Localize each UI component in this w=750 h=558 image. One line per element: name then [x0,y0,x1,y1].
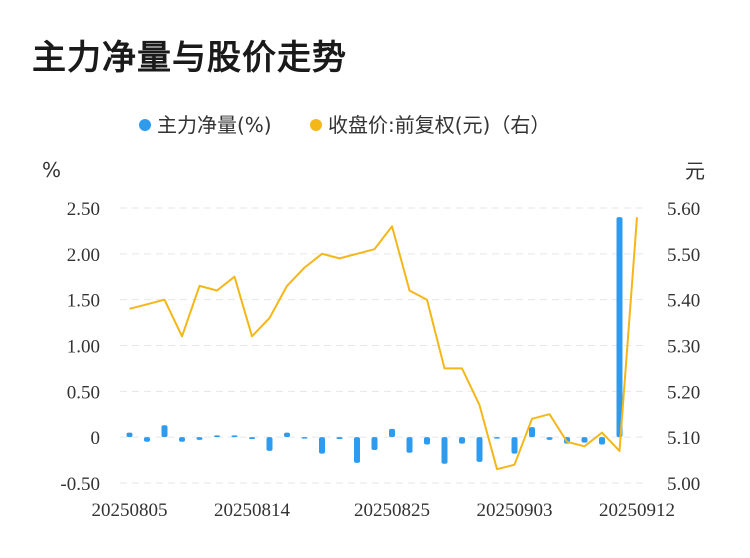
net-volume-bar [231,435,238,438]
net-volume-bar [599,437,605,445]
net-volume-bar [196,437,203,440]
right-tick-label: 5.30 [667,337,700,358]
net-volume-bar [354,437,360,463]
net-volume-bar [424,437,430,445]
right-tick-label: 5.00 [667,474,700,495]
close-price-line-group [129,217,638,471]
legend-label-net-volume: 主力净量(%) [157,113,272,137]
net-volume-bar [284,432,290,438]
left-axis-unit: % [42,158,61,182]
right-axis-unit: 元 [685,159,705,183]
left-axis-ticks: 2.50 2.00 1.50 1.00 0.50 0 -0.50 [60,199,100,495]
grid-lines [120,207,643,484]
chart-title: 主力净量与股价走势 [32,38,347,78]
x-tick-label: 20250805 [92,500,168,521]
net-volume-bar [266,437,273,451]
net-volume-bar [546,437,553,440]
net-volume-bar [336,437,343,439]
net-volume-bar [581,437,588,443]
net-volume-bar [319,437,325,454]
net-volume-bar [476,437,483,462]
net-volume-bar [511,437,518,454]
legend-label-close-price: 收盘价:前复权(元)（右） [328,113,550,137]
left-tick-label: 1.00 [67,337,100,358]
x-tick-label: 20250814 [214,500,291,521]
net-volume-bars [126,217,623,464]
net-volume-bar [441,437,448,464]
net-volume-bar [214,435,220,438]
net-volume-bar [371,437,378,450]
x-axis-ticks: 20250805 20250814 20250825 20250903 20250912 [92,500,676,521]
net-volume-bar [126,432,133,438]
x-tick-label: 20250825 [354,500,430,521]
x-tick-label: 20250903 [477,500,553,521]
net-volume-bar [301,437,308,439]
net-volume-bar [389,428,395,438]
net-volume-bar [144,437,150,442]
legend-marker-close-price [310,119,322,131]
legend: 主力净量(%) 收盘价:前复权(元)（右） [139,113,550,137]
left-tick-label: 0 [91,428,101,449]
net-volume-bar [161,425,168,438]
left-tick-label: 2.50 [67,199,100,220]
net-volume-bar [494,437,500,439]
net-volume-bar [249,437,255,439]
right-tick-label: 5.60 [667,199,700,220]
net-volume-bar [179,437,185,442]
right-tick-label: 5.40 [667,291,700,312]
net-volume-bar [529,427,535,438]
net-volume-bar [406,437,413,453]
close-price-line [129,217,638,471]
right-axis-ticks: 5.60 5.50 5.40 5.30 5.20 5.10 5.00 [667,199,700,495]
right-tick-label: 5.10 [667,428,700,449]
left-tick-label: 2.00 [67,245,100,266]
x-tick-label: 20250912 [599,500,675,521]
right-tick-label: 5.20 [667,382,700,403]
left-tick-label: -0.50 [60,474,100,495]
legend-marker-net-volume [139,119,151,131]
left-tick-label: 0.50 [67,382,100,403]
right-tick-label: 5.50 [667,245,700,266]
left-tick-label: 1.50 [67,291,100,312]
net-volume-bar [459,437,465,444]
net-volume-bar [616,217,623,438]
